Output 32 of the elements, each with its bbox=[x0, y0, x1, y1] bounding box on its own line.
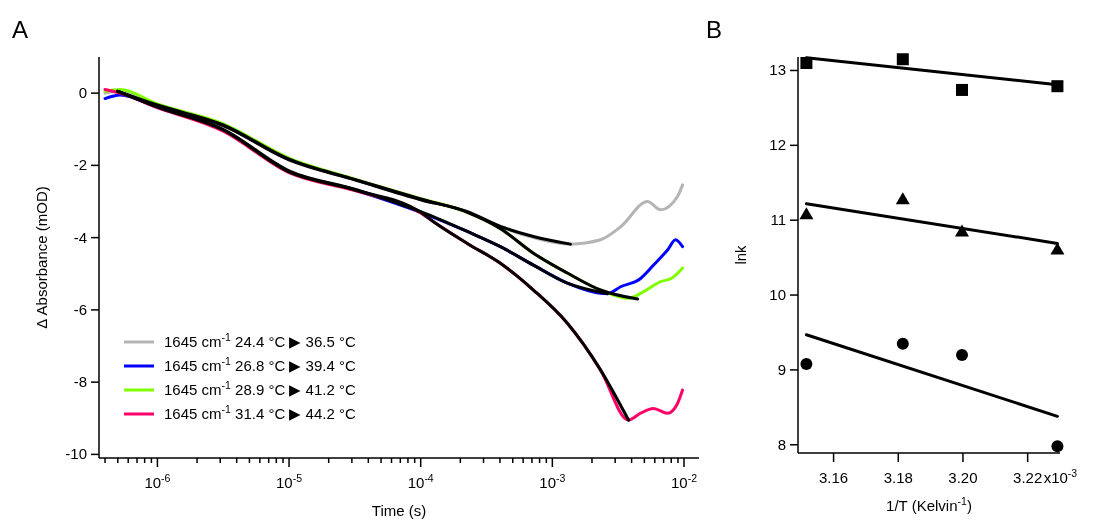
y-tick-label: -10 bbox=[65, 445, 87, 463]
legend-label: 1645 cm$^{-1}$ 28.9 °C ▶ 41.2 °C bbox=[164, 379, 356, 398]
y-tick-label: 0 bbox=[78, 84, 87, 102]
x-tick-label: 3.18 bbox=[883, 469, 913, 486]
y-tick-label: 12 bbox=[769, 136, 786, 154]
x-tick-label: 3.22 bbox=[1013, 469, 1043, 486]
y-tick-label: 13 bbox=[769, 61, 786, 79]
y-tick-label: 11 bbox=[770, 211, 786, 229]
x-tick-label: 10$^{-2}$ bbox=[670, 472, 698, 491]
legend-label: 1645 cm$^{-1}$ 24.4 °C ▶ 36.5 °C bbox=[164, 331, 356, 350]
y-tick-label: 9 bbox=[777, 360, 786, 378]
y-tick-label: -6 bbox=[73, 300, 87, 318]
x-tick-label: 10$^{-6}$ bbox=[144, 472, 171, 491]
x-tick-label: 10$^{-5}$ bbox=[276, 472, 303, 491]
y-tick-label: -2 bbox=[73, 156, 87, 174]
y-axis-title: lnk bbox=[732, 244, 749, 265]
x-axis-title: 1/T (Kelvin$^{-1}$) bbox=[886, 495, 972, 514]
legend-label: 1645 cm$^{-1}$ 26.8 °C ▶ 39.4 °C bbox=[164, 355, 356, 374]
y-tick-label: 10 bbox=[769, 286, 786, 304]
x-tick-label: 10$^{-3}$ bbox=[539, 472, 566, 491]
chart-title: A bbox=[12, 16, 29, 43]
legend-label: 1645 cm$^{-1}$ 31.4 °C ▶ 44.2 °C bbox=[164, 403, 356, 422]
x-tick-label: 3.16 bbox=[818, 469, 849, 486]
chart-title: B bbox=[706, 16, 723, 43]
y-axis-title: Δ Absorbance (mOD) bbox=[33, 186, 50, 329]
x-tick-label: 10$^{-4}$ bbox=[407, 472, 434, 491]
text: x10$^{-3}$ bbox=[1043, 467, 1078, 486]
y-tick-label: -4 bbox=[73, 228, 87, 246]
y-tick-label: 8 bbox=[777, 435, 786, 453]
y-tick-label: -8 bbox=[73, 373, 87, 391]
x-tick-label: 3.20 bbox=[948, 469, 978, 486]
x-axis-title: Time (s) bbox=[371, 502, 427, 519]
